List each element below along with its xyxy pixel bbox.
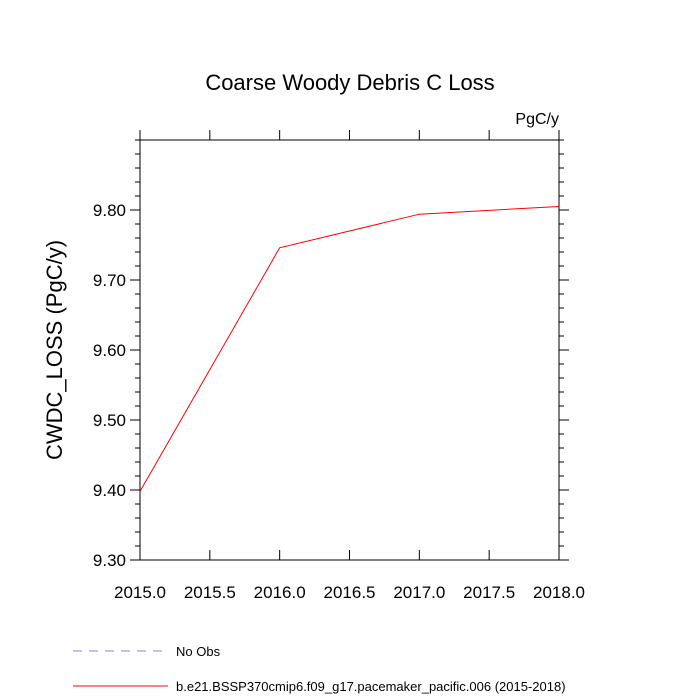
y-tick-label: 9.50 (93, 411, 126, 430)
y-tick-label: 9.40 (93, 481, 126, 500)
series-layer (139, 206, 560, 492)
y-tick-label: 9.70 (93, 271, 126, 290)
y-tick-label: 9.80 (93, 201, 126, 220)
x-tick-label: 2016.5 (324, 583, 376, 602)
series-line-1 (139, 206, 560, 492)
x-tick-label: 2015.5 (184, 583, 236, 602)
y-tick-label: 9.30 (93, 551, 126, 570)
legend: No Obs b.e21.BSSP370cmip6.f09_g17.pacemak… (73, 644, 566, 694)
legend-label: No Obs (176, 644, 221, 659)
y-axis-label: CWDC_LOSS (PgC/y) (42, 240, 67, 460)
chart-title: Coarse Woody Debris C Loss (205, 70, 494, 95)
x-tick-label: 2018.0 (533, 583, 585, 602)
units-label: PgC/y (515, 111, 559, 128)
plot-frame (139, 139, 560, 561)
ticks-layer: 2015.0 2015.5 2016.0 2016.5 2017.0 2017.5 2018… (93, 130, 585, 602)
x-tick-label: 2017.0 (393, 583, 445, 602)
x-tick-label: 2016.0 (254, 583, 306, 602)
legend-label: b.e21.BSSP370cmip6.f09_g17.pacemaker_pac… (176, 679, 566, 694)
x-tick-label: 2015.0 (114, 583, 166, 602)
x-tick-label: 2017.5 (463, 583, 515, 602)
y-tick-label: 9.60 (93, 341, 126, 360)
